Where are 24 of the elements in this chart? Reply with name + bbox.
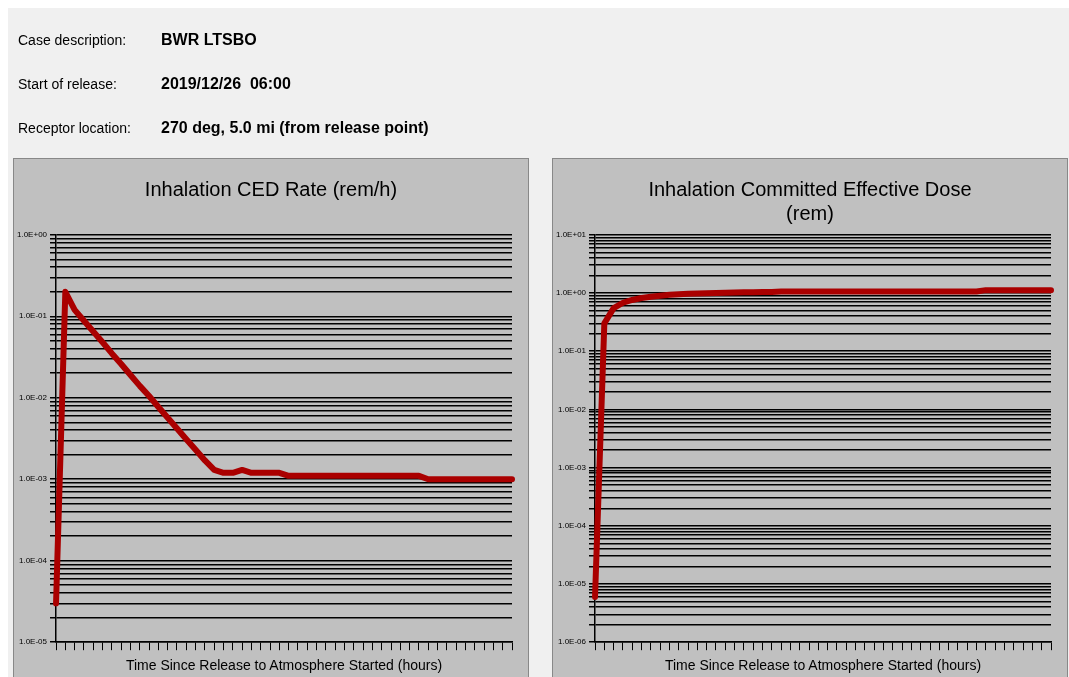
y-tick-label: 1.0E-02 — [558, 404, 587, 414]
y-tick-label: 1.0E+00 — [556, 288, 587, 298]
y-tick-label: 1.0E-02 — [19, 392, 48, 402]
x-axis-title: Time Since Release to Atmosphere Started (hours) — [664, 657, 982, 674]
y-tick-label: 1.0E-04 — [19, 555, 48, 565]
text: BWR LTSBO — [161, 31, 257, 49]
y-tick-label: 1.0E-01 — [558, 346, 587, 356]
y-tick-label: 1.0E-01 — [19, 311, 48, 321]
chart-title: Inhalation CED Rate (rem/h) — [143, 177, 399, 202]
y-tick-label: 1.0E-05 — [19, 637, 48, 647]
y-tick-label: 1.0E-05 — [558, 579, 587, 589]
text: Receptor location: — [18, 120, 132, 136]
x-axis-title: Time Since Release to Atmosphere Started (hours) — [125, 657, 443, 674]
y-tick-label: 1.0E+01 — [556, 230, 587, 239]
y-tick-label: 1.0E-03 — [558, 462, 587, 472]
y-tick-label: 1.0E-04 — [558, 521, 587, 530]
text: 270 deg, 5.0 mi (from release point) — [161, 119, 429, 137]
text: Case description: — [18, 32, 128, 48]
chart-title: Inhalation Committed Effective Dose (rem) — [647, 177, 973, 226]
y-tick-label: 1.0E-06 — [558, 637, 587, 647]
text: Start of release: — [18, 76, 118, 92]
text: 2019/12/26 06:00 — [161, 75, 291, 93]
y-tick-label: 1.0E-03 — [19, 474, 48, 484]
y-tick-label: 1.0E+00 — [17, 230, 48, 239]
